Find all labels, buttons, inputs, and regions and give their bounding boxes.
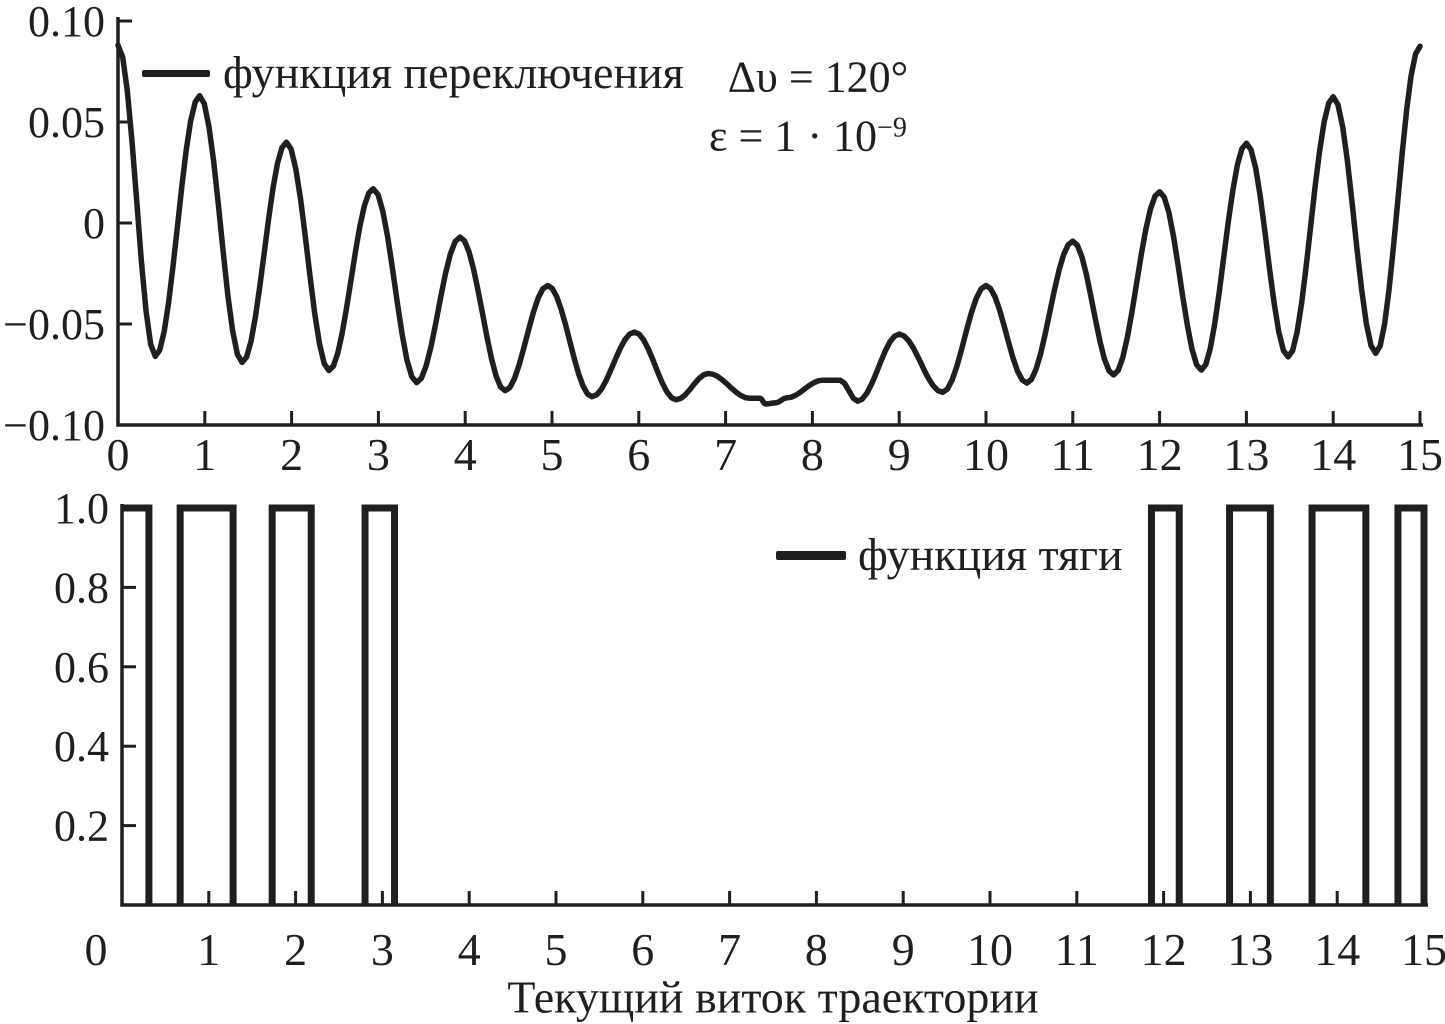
top-x-tick-label: 15: [1397, 429, 1443, 480]
bottom-x-tick-label: 1: [197, 924, 220, 975]
top-y-tick-label: 0.10: [28, 0, 105, 46]
top-x-tick-label: 5: [541, 429, 564, 480]
top-y-tick-label: −0.05: [3, 300, 105, 349]
annotation-epsilon-exponent: −9: [876, 112, 907, 144]
thrust-pulse: [1308, 504, 1370, 905]
thrust-pulse: [1394, 504, 1428, 905]
bottom-axes: [120, 504, 1428, 907]
top-x-tick-label: 8: [801, 429, 824, 480]
legend-thrust-function-label: функция тяги: [858, 529, 1123, 580]
bottom-x-tick-label: 2: [284, 924, 307, 975]
annotation-delta-v: Δυ = 120°: [728, 52, 909, 103]
annotation-delta-v-text: Δυ = 120°: [727, 52, 909, 102]
bottom-x-tick-label: 14: [1314, 924, 1360, 975]
bottom-x-tick-label: 9: [892, 924, 915, 975]
top-x-tick-label: 3: [367, 429, 390, 480]
top-x-tick-label: 9: [888, 429, 911, 480]
bottom-x-tick-label: 0: [85, 924, 108, 975]
annotation-epsilon: ε = 1 · 10−9: [709, 111, 907, 162]
thrust-function-chart: 1.00.80.60.40.20 1 2 3 4 5 6 7 8 9 10 11 12 13 14 15: [54, 484, 1445, 975]
thrust-pulse: [361, 504, 399, 905]
switching-function-line-swatch: [142, 69, 210, 77]
top-x-tick-label: 7: [714, 429, 737, 480]
bottom-x-tick-label: 15: [1401, 924, 1445, 975]
top-x-tick-label: 6: [627, 429, 650, 480]
thrust-pulse: [1147, 504, 1183, 905]
thrust-function-line-swatch: [776, 550, 846, 560]
bottom-x-tick-label: 4: [458, 924, 481, 975]
bottom-y-tick-label: 0.4: [54, 722, 109, 771]
bottom-x-tick-label: 8: [805, 924, 828, 975]
bottom-x-tick-label: 7: [718, 924, 741, 975]
thrust-pulse: [176, 504, 237, 905]
top-x-tick-label: 11: [1051, 429, 1095, 480]
bottom-x-tick-label: 11: [1055, 924, 1099, 975]
top-x-tick-label: 1: [193, 429, 216, 480]
top-x-tick-label: 4: [454, 429, 477, 480]
top-y-tick-label: 0.05: [28, 98, 105, 147]
bottom-x-tick-label: 12: [1141, 924, 1187, 975]
thrust-pulse: [268, 504, 315, 905]
top-x-tick-label: 10: [963, 429, 1009, 480]
legend-switching-function: функция переключения: [142, 49, 684, 97]
top-x-tick-label: 14: [1310, 429, 1356, 480]
bottom-y-tick-label: 0.6: [54, 643, 109, 692]
thrust-pulse: [1226, 504, 1274, 905]
thrust-pulse: [122, 504, 153, 905]
bottom-x-tick-label: 3: [371, 924, 394, 975]
annotation-epsilon-base: ε = 1 · 10: [709, 111, 877, 161]
bottom-y-tick-label: 1.0: [54, 484, 109, 533]
switching-function-curve: [115, 42, 1423, 407]
bottom-x-tick-label: 5: [545, 924, 568, 975]
bottom-y-tick-label: 0.2: [54, 802, 109, 851]
bottom-x-tick-label: 6: [631, 924, 654, 975]
x-axis-title: Текущий виток траектории: [507, 971, 1039, 1023]
legend-thrust-function: функция тяги: [776, 531, 1123, 579]
top-y-tick-label: −0.10: [3, 401, 105, 450]
top-y-tick-label: 0: [83, 199, 105, 248]
bottom-y-tick-label: 0.8: [54, 563, 109, 612]
legend-switching-function-label: функция переключения: [223, 47, 684, 98]
top-x-tick-label: 2: [280, 429, 303, 480]
top-x-tick-label: 13: [1223, 429, 1269, 480]
switching-function-chart: 0.100.050−0.05−0.100 1 2 3 4 5 6 7 8 9 10 11 12 13 14 1…: [3, 0, 1443, 480]
top-x-tick-label: 0: [107, 429, 130, 480]
top-x-tick-label: 12: [1137, 429, 1183, 480]
bottom-x-tick-label: 10: [967, 924, 1013, 975]
bottom-x-tick-label: 13: [1227, 924, 1273, 975]
